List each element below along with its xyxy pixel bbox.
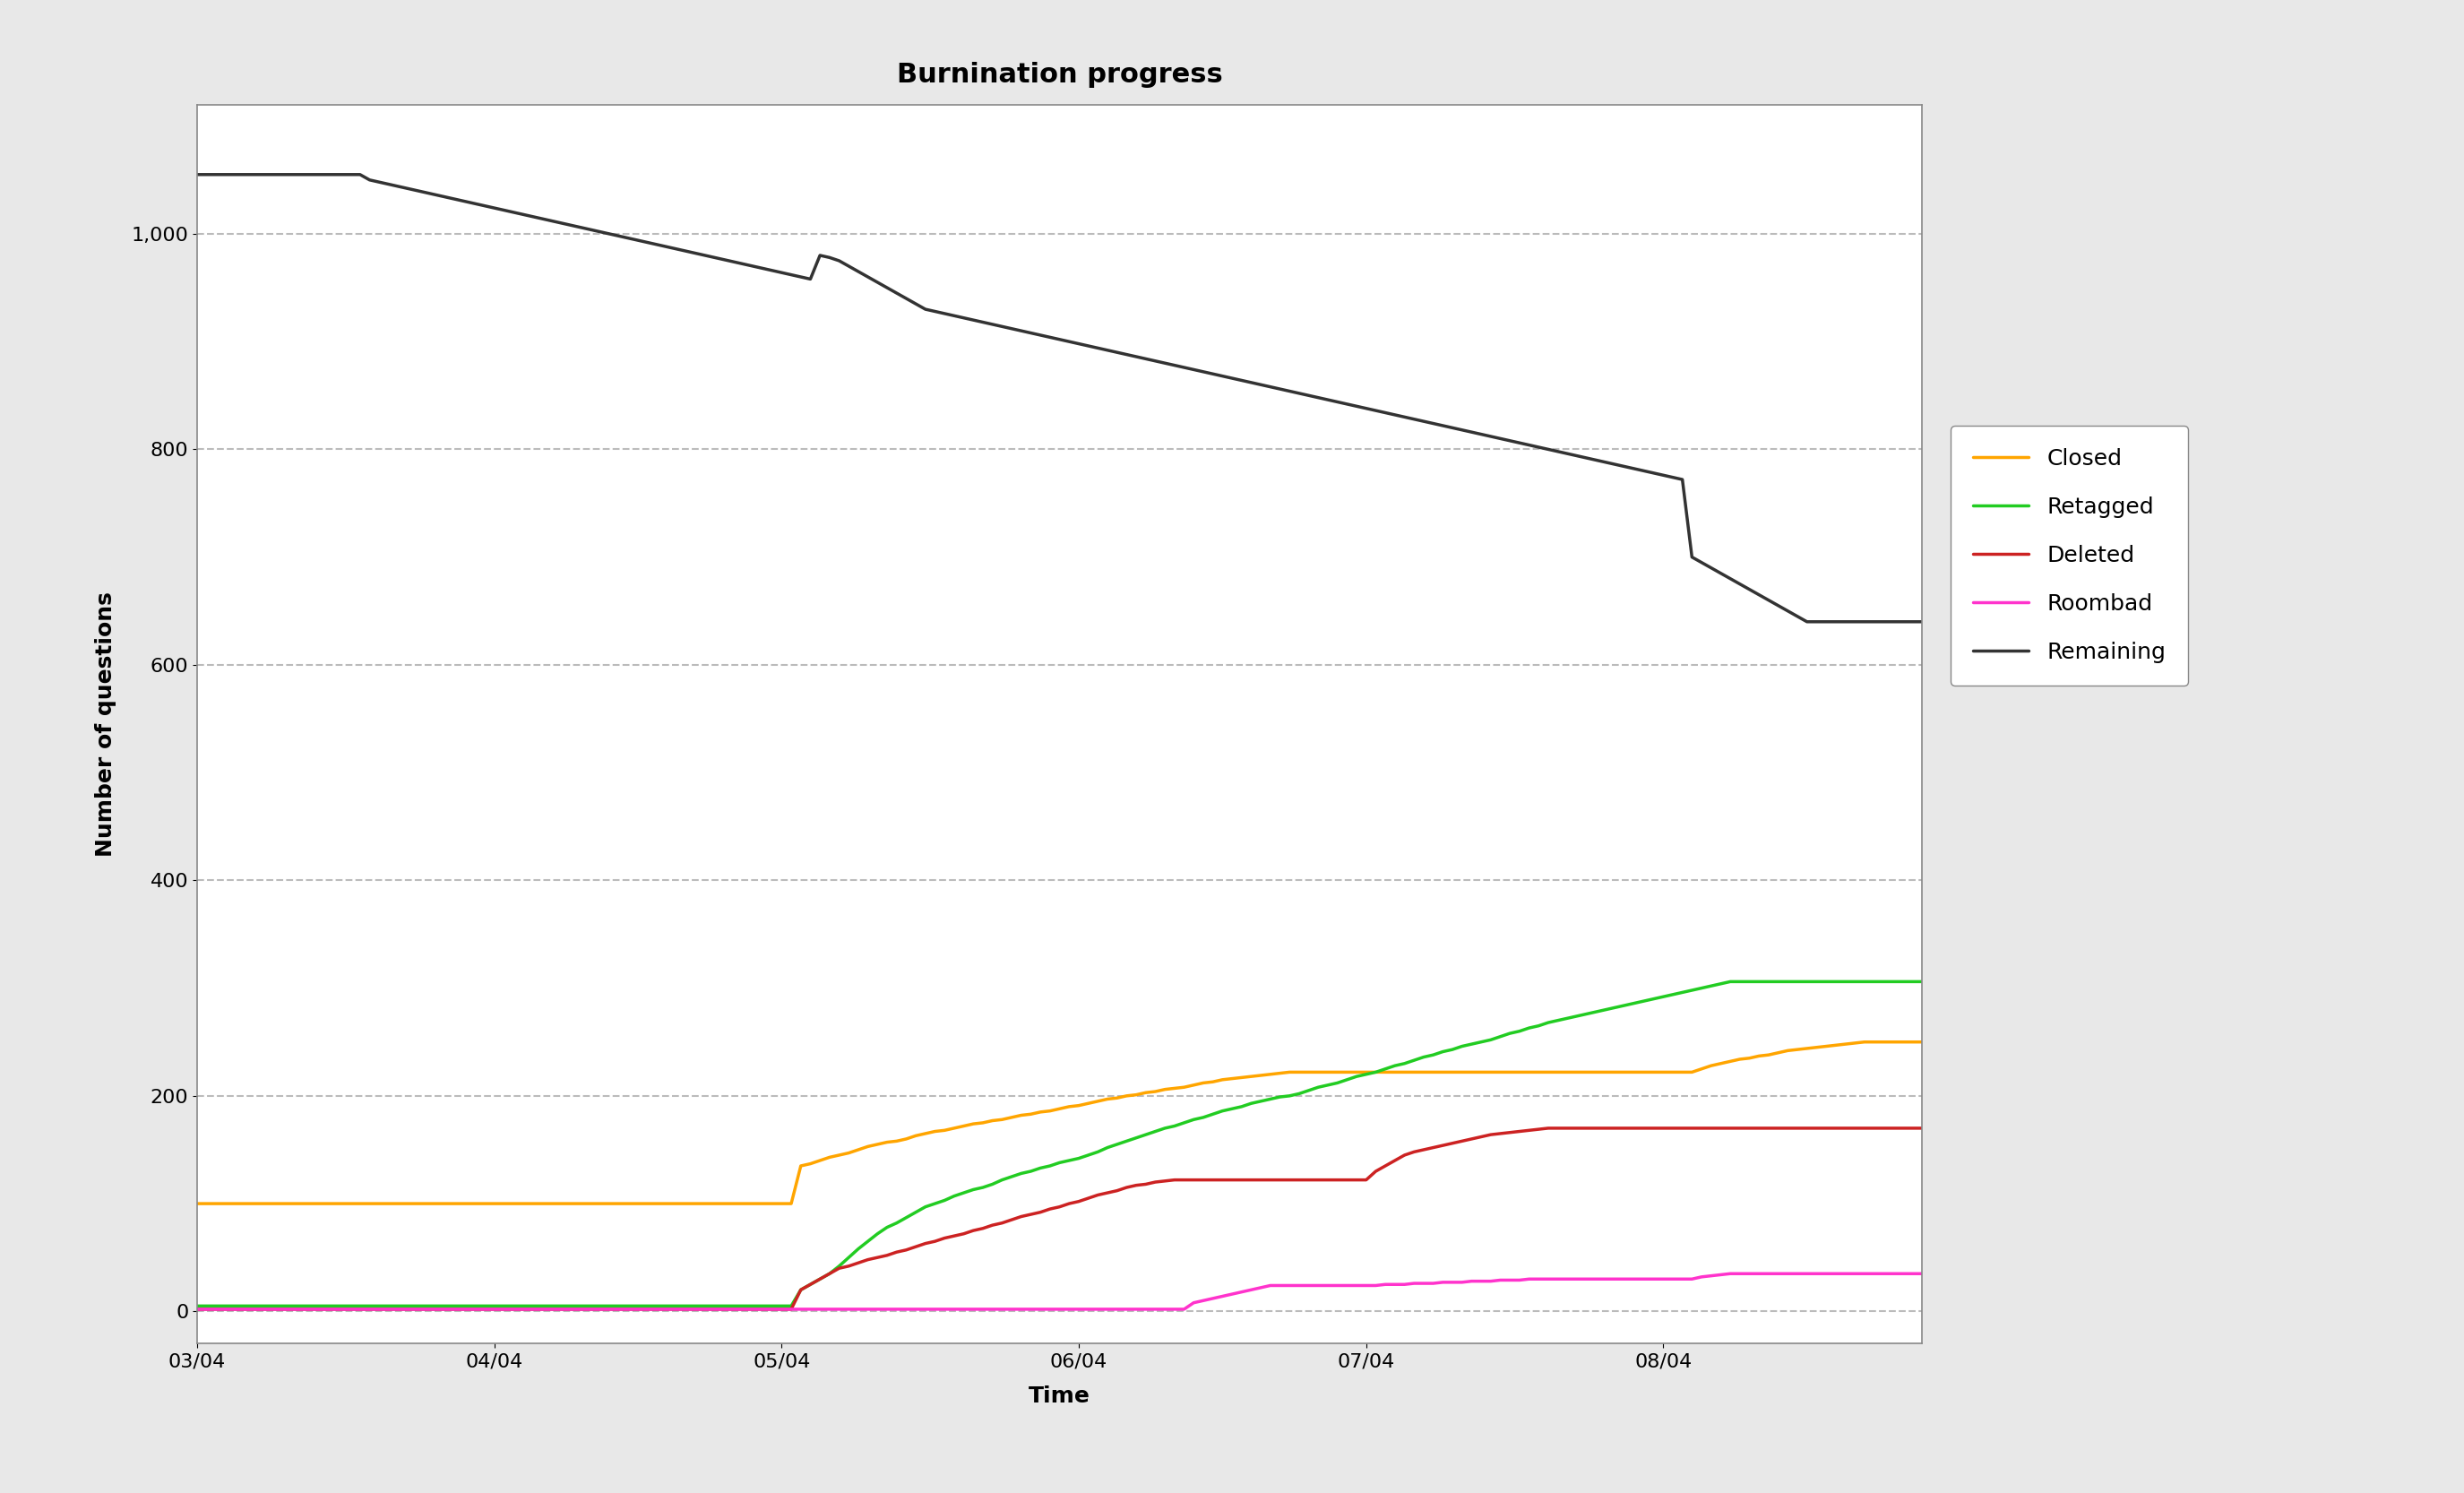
Closed: [1947, 1033, 1976, 1051]
Closed: [919, 1123, 949, 1141]
Remaining: [249, 166, 278, 184]
Roombad: [249, 1300, 278, 1318]
Remaining: [1639, 464, 1668, 482]
Line: Deleted: Deleted: [197, 1129, 1979, 1309]
X-axis label: Time: Time: [1027, 1386, 1092, 1406]
Roombad: [1964, 1265, 1993, 1282]
Remaining: [1964, 612, 1993, 630]
Deleted: [1045, 1197, 1074, 1215]
Deleted: [1964, 1120, 1993, 1138]
Deleted: [567, 1300, 596, 1318]
Deleted: [249, 1300, 278, 1318]
Remaining: [182, 166, 212, 184]
Roombad: [567, 1300, 596, 1318]
Roombad: [1715, 1265, 1745, 1282]
Deleted: [1648, 1120, 1678, 1138]
Retagged: [1350, 1066, 1380, 1084]
Deleted: [1629, 1120, 1658, 1138]
Line: Roombad: Roombad: [197, 1274, 1979, 1309]
Closed: [1639, 1063, 1668, 1081]
Retagged: [1619, 994, 1648, 1012]
Closed: [557, 1194, 586, 1212]
Legend: Closed, Retagged, Deleted, Roombad, Remaining: Closed, Retagged, Deleted, Roombad, Rema…: [1951, 426, 2188, 685]
Closed: [567, 1194, 596, 1212]
Line: Remaining: Remaining: [197, 175, 1979, 621]
Closed: [182, 1194, 212, 1212]
Deleted: [1533, 1120, 1562, 1138]
Closed: [461, 1194, 490, 1212]
Retagged: [182, 1297, 212, 1315]
Line: Closed: Closed: [197, 1042, 1961, 1203]
Remaining: [1350, 400, 1380, 418]
Retagged: [1964, 972, 1993, 990]
Remaining: [567, 218, 596, 236]
Retagged: [249, 1297, 278, 1315]
Y-axis label: Number of questions: Number of questions: [94, 591, 116, 857]
Retagged: [1045, 1154, 1074, 1172]
Remaining: [1045, 330, 1074, 348]
Roombad: [1045, 1300, 1074, 1318]
Remaining: [1619, 460, 1648, 478]
Retagged: [1715, 972, 1745, 990]
Line: Retagged: Retagged: [197, 981, 1979, 1306]
Remaining: [1791, 612, 1821, 630]
Roombad: [1619, 1271, 1648, 1288]
Roombad: [1639, 1271, 1668, 1288]
Closed: [1850, 1033, 1880, 1051]
Deleted: [182, 1300, 212, 1318]
Closed: [1380, 1063, 1409, 1081]
Retagged: [1639, 990, 1668, 1008]
Roombad: [182, 1300, 212, 1318]
Roombad: [1350, 1277, 1380, 1294]
Retagged: [567, 1297, 596, 1315]
Deleted: [1350, 1171, 1380, 1188]
Title: Burnination progress: Burnination progress: [897, 61, 1222, 88]
